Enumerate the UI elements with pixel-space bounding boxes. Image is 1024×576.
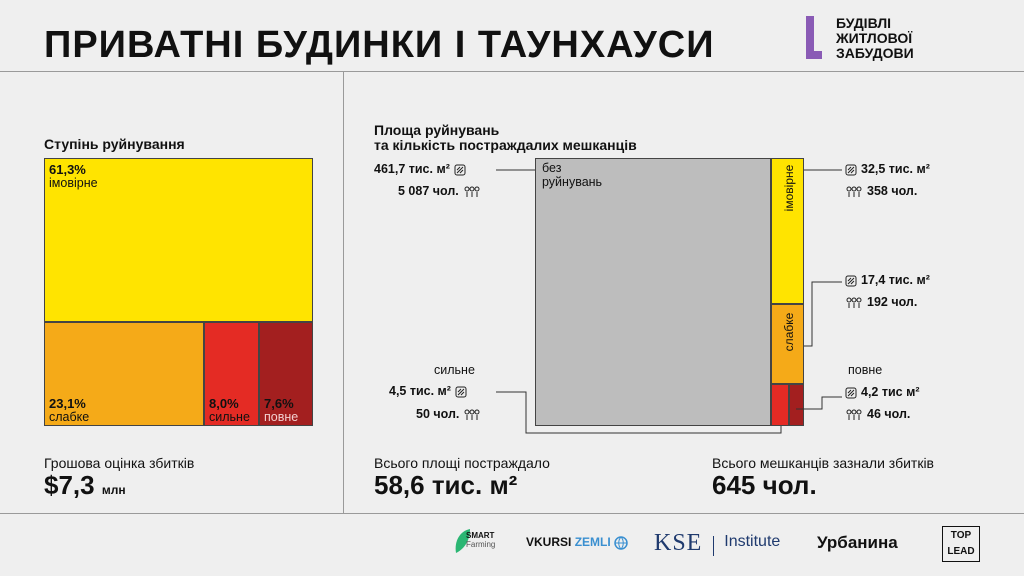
footer-divider: [0, 513, 1024, 514]
column-divider: [343, 72, 344, 513]
ann-area-heavy-text: 4,5 тис. м²: [389, 384, 451, 398]
treemap-cell-full: 7,6% повне: [259, 322, 313, 426]
brand-line: ЗАБУДОВИ: [836, 45, 914, 61]
brand-line: ЖИТЛОВОЇ: [836, 30, 913, 46]
area-total-value: 58,6 тис. м²: [374, 470, 518, 500]
ann-area-light-text: 17,4 тис. м²: [861, 273, 930, 287]
label-none-2: руйнувань: [542, 175, 603, 189]
treemap-cell-likely: 61,3% імовірне: [44, 158, 313, 322]
ann-people-full-text: 46 чол.: [867, 407, 911, 421]
leader-heavy: [496, 391, 782, 434]
area-cell-full: [789, 384, 804, 426]
label-likely: імовірне: [49, 176, 98, 190]
area-total-label: Всього площі постраждало: [374, 455, 550, 471]
label-light: слабке: [49, 410, 90, 424]
brand-foot-icon: [806, 51, 822, 59]
ann-people-light: 192 чол.: [845, 295, 917, 309]
ann-area-likely: 32,5 тис. м²: [845, 162, 930, 176]
degree-heading: Ступінь руйнування: [44, 136, 185, 152]
kse-logo: KSE Institute: [654, 530, 780, 556]
area-icon: [454, 164, 466, 176]
vkursi-logo: VKURSI ZEMLI: [526, 535, 628, 550]
label-full-right: повне: [848, 363, 883, 377]
header-divider: [0, 71, 1024, 72]
institute-text: Institute: [724, 533, 781, 550]
pct-full: 7,6%: [264, 396, 294, 411]
ann-people-light-text: 192 чол.: [867, 295, 918, 309]
area-cell-heavy: [771, 384, 789, 426]
leader-light: [804, 281, 842, 347]
farming-text: Farming: [466, 540, 496, 549]
leader-full: [796, 396, 842, 410]
people-icon: [846, 297, 862, 308]
brand-line: БУДІВЛІ: [836, 15, 892, 31]
globe-icon: [614, 536, 628, 550]
area-icon: [845, 275, 857, 287]
treemap-cell-heavy: 8,0% сильне: [204, 322, 259, 426]
area-icon: [845, 164, 857, 176]
ann-area-full-text: 4,2 тис м²: [861, 385, 920, 399]
ann-people-heavy: 50 чол.: [416, 407, 481, 421]
ann-people-likely: 358 чол.: [845, 184, 917, 198]
toplead-logo: TOP LEAD: [942, 526, 980, 562]
people-total-label: Всього мешканців зазнали збитків: [712, 455, 934, 471]
ann-people-likely-text: 358 чол.: [867, 184, 918, 198]
label-none-1: без: [542, 161, 562, 175]
label-full: повне: [264, 410, 299, 424]
kse-text: KSE: [654, 530, 703, 556]
pct-likely: 61,3%: [49, 162, 86, 177]
people-total-value: 645 чол.: [712, 470, 817, 500]
label-heavy: сильне: [209, 410, 250, 424]
ann-area-light: 17,4 тис. м²: [845, 273, 930, 287]
area-cell-likely: імовірне: [771, 158, 804, 304]
ann-area-likely-text: 32,5 тис. м²: [861, 162, 930, 176]
people-icon: [846, 186, 862, 197]
kse-divider: [712, 535, 714, 556]
ann-people-heavy-text: 50 чол.: [416, 407, 460, 421]
ann-area-none: 461,7 тис. м²: [374, 162, 466, 176]
pct-light: 23,1%: [49, 396, 86, 411]
ann-people-none: 5 087 чол.: [398, 184, 481, 198]
ann-area-none-text: 461,7 тис. м²: [374, 162, 450, 176]
pct-heavy: 8,0%: [209, 396, 239, 411]
money-label: Грошова оцінка збитків: [44, 455, 195, 471]
smart-farming-logo: SMART Farming: [452, 527, 512, 555]
leaf-icon: [455, 529, 470, 553]
area-cell-light: слабке: [771, 304, 804, 384]
area-heading-line2: та кількість постраждалих мешканців: [374, 137, 637, 153]
ann-area-heavy: 4,5 тис. м²: [389, 384, 467, 398]
money-unit: млн: [101, 483, 126, 497]
treemap-cell-light: 23,1% слабке: [44, 322, 204, 426]
people-icon: [846, 409, 862, 420]
smart-text: SMART: [466, 531, 495, 540]
ann-area-full: 4,2 тис м²: [845, 385, 920, 399]
area-cell-none: без руйнувань: [535, 158, 771, 426]
urbanyna-logo: Урбанина: [817, 533, 898, 552]
ann-people-full: 46 чол.: [845, 407, 910, 421]
zemli-text: ZEMLI: [574, 535, 611, 549]
people-icon: [464, 186, 480, 197]
top-text: TOP: [950, 530, 972, 541]
vkursi-text: VKURSI: [526, 535, 572, 549]
page-title: ПРИВАТНІ БУДИНКИ І ТАУНХАУСИ: [44, 24, 715, 66]
brand-bar-icon: [806, 16, 814, 59]
lead-text: LEAD: [947, 546, 975, 557]
area-icon: [455, 386, 467, 398]
money-value: $7,3 млн: [44, 470, 126, 501]
label-heavy-left: сильне: [434, 363, 475, 377]
money-amount: $7,3: [44, 470, 95, 500]
brand-text: БУДІВЛІ ЖИТЛОВОЇ ЗАБУДОВИ: [836, 16, 966, 61]
area-heading-line1: Площа руйнувань: [374, 122, 500, 138]
ann-people-none-text: 5 087 чол.: [398, 184, 459, 198]
people-icon: [464, 409, 480, 420]
area-icon: [845, 387, 857, 399]
